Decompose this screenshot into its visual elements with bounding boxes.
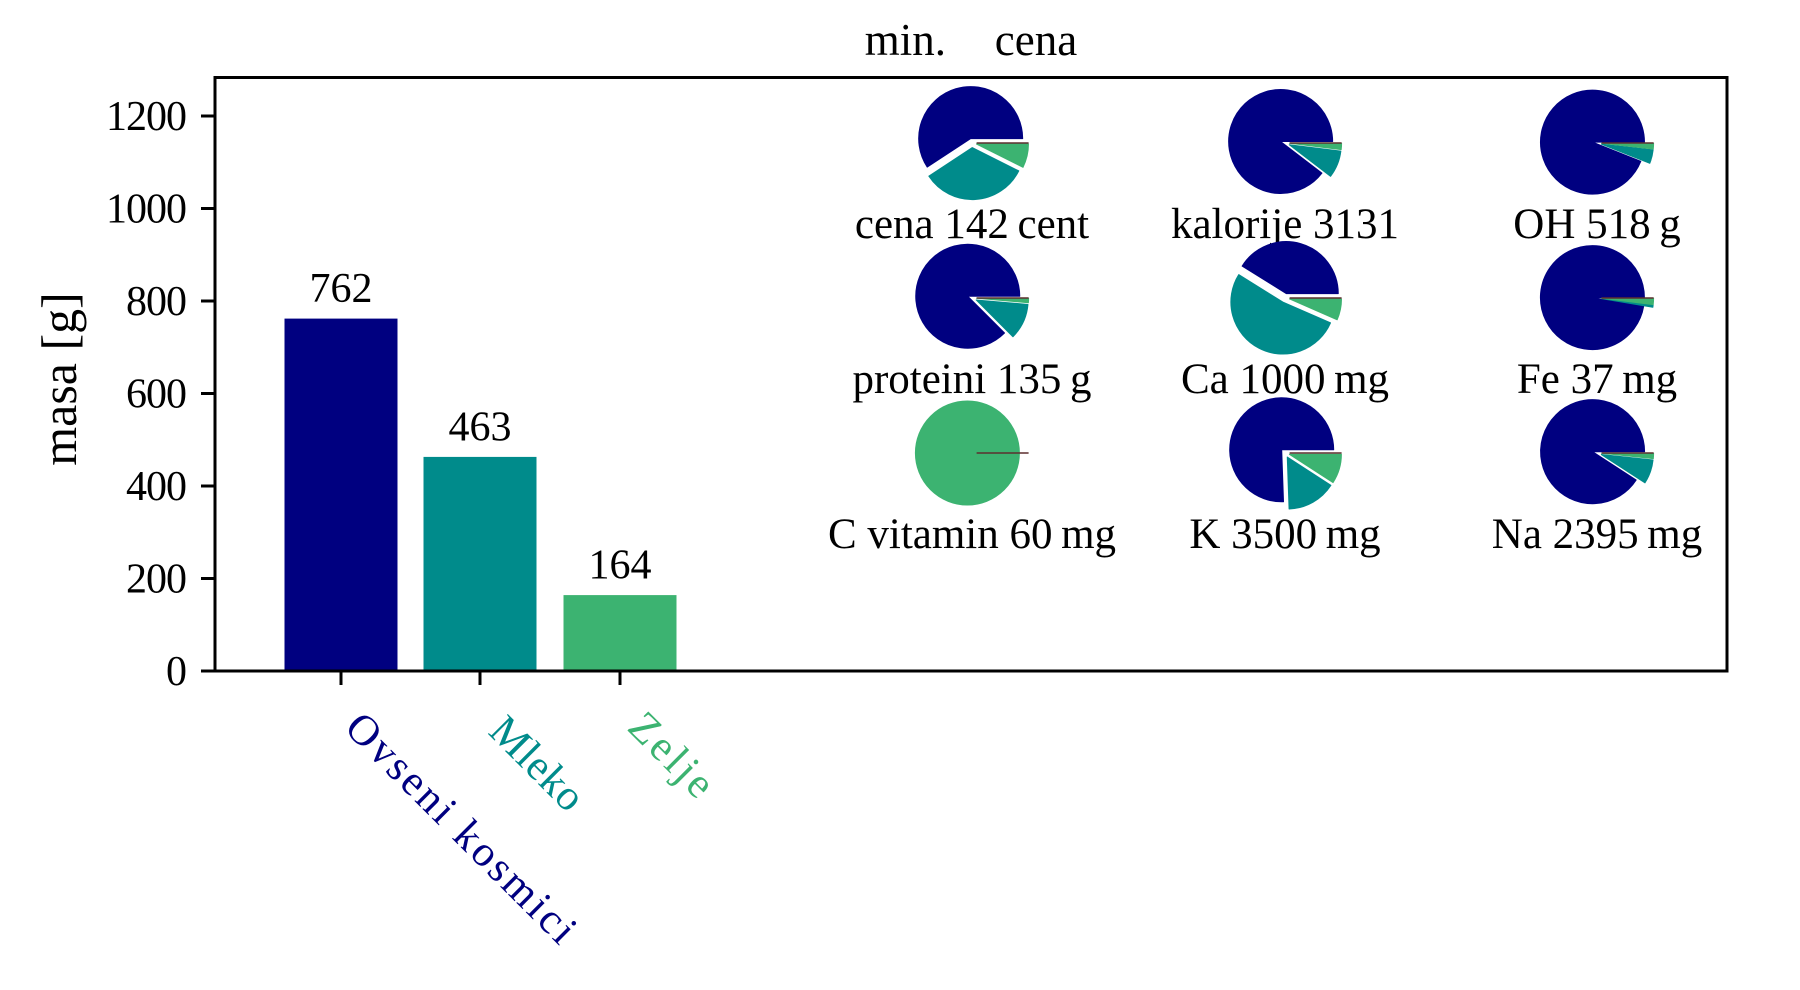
svg-text:C vitamin 60 mg: C vitamin 60 mg: [828, 511, 1116, 558]
svg-text:OH 518 g: OH 518 g: [1513, 201, 1680, 248]
svg-text:1200: 1200: [106, 94, 186, 140]
svg-text:600: 600: [126, 372, 186, 418]
svg-text:164: 164: [589, 543, 652, 589]
svg-text:400: 400: [126, 464, 186, 510]
svg-text:0: 0: [166, 649, 186, 695]
svg-text:463: 463: [449, 404, 512, 450]
svg-text:762: 762: [310, 266, 373, 312]
svg-text:min. cena: min. cena: [865, 15, 1077, 65]
svg-text:kalorije 3131: kalorije 3131: [1171, 201, 1399, 248]
svg-text:Fe 37 mg: Fe 37 mg: [1517, 356, 1677, 403]
svg-text:Ca 1000 mg: Ca 1000 mg: [1181, 356, 1389, 403]
svg-text:1000: 1000: [106, 187, 186, 233]
svg-text:K 3500 mg: K 3500 mg: [1189, 511, 1380, 558]
svg-text:cena 142 cent: cena 142 cent: [855, 201, 1089, 248]
svg-text:masa [g]: masa [g]: [31, 292, 87, 466]
svg-text:200: 200: [126, 557, 186, 603]
svg-text:proteini 135 g: proteini 135 g: [852, 356, 1091, 403]
svg-text:Na 2395 mg: Na 2395 mg: [1492, 511, 1702, 558]
svg-text:800: 800: [126, 279, 186, 325]
